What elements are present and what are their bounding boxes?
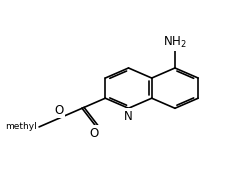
Text: NH$_2$: NH$_2$ — [163, 35, 187, 50]
Text: methyl: methyl — [5, 122, 37, 131]
Text: O: O — [90, 127, 99, 140]
Text: O: O — [54, 104, 64, 117]
Text: N: N — [124, 110, 133, 123]
